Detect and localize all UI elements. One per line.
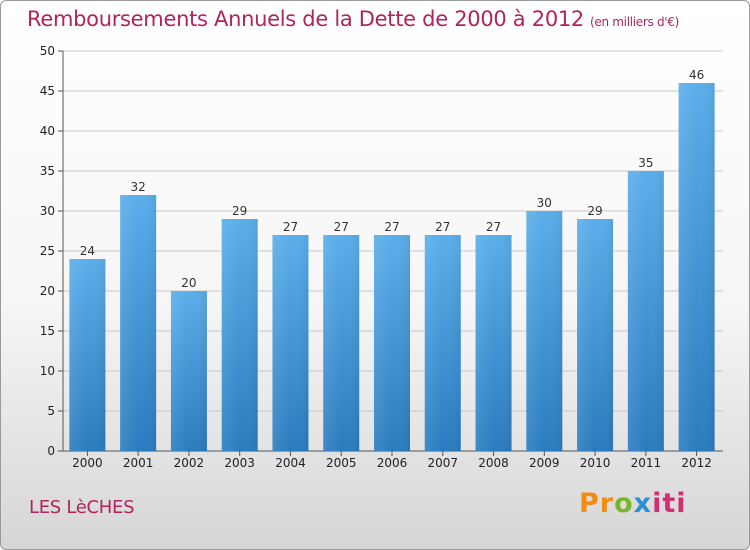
x-tick-label-2004: 2004 (275, 456, 306, 470)
bar-shine-2004 (272, 235, 309, 451)
y-tick-label: 15 (40, 324, 55, 338)
bar-shine-2005 (323, 235, 360, 451)
chart-title: Remboursements Annuels de la Dette de 20… (27, 7, 679, 31)
y-tick-label: 35 (40, 164, 55, 178)
y-tick-label: 45 (40, 84, 55, 98)
bar-shine-2000 (69, 259, 106, 451)
value-label-2000: 24 (80, 244, 95, 258)
x-tick-label-2007: 2007 (427, 456, 458, 470)
x-tick-label-2008: 2008 (478, 456, 509, 470)
labels: 0 5 10 15 20 25 30 35 40 45 50 24 2000 32 2001 20 2002 29… (40, 44, 712, 470)
x-tick-label-2001: 2001 (123, 456, 154, 470)
y-tick-label: 20 (40, 284, 55, 298)
x-tick-label-2006: 2006 (377, 456, 408, 470)
x-tick-label-2010: 2010 (580, 456, 611, 470)
value-label-2002: 20 (181, 276, 196, 290)
y-tick-label: 10 (40, 364, 55, 378)
value-label-2005: 27 (334, 220, 349, 234)
y-tick-label: 40 (40, 124, 55, 138)
x-tick-label-2012: 2012 (681, 456, 712, 470)
logo-part-3: x (633, 488, 653, 519)
commune-name: LES LèCHES (29, 497, 135, 518)
x-tick-label-2000: 2000 (72, 456, 103, 470)
logo-part-1: Pr (579, 488, 615, 519)
bar-shine-2001 (120, 195, 157, 451)
y-tick-label: 0 (47, 444, 55, 458)
value-label-2010: 29 (587, 204, 602, 218)
logo-part-2: o (614, 488, 634, 519)
value-label-2009: 30 (537, 196, 552, 210)
bar-shine-2003 (221, 219, 258, 451)
y-tick-label: 50 (40, 44, 55, 58)
value-label-2012: 46 (689, 68, 704, 82)
logo-part-4: iti (652, 488, 687, 519)
y-tick-label: 5 (47, 404, 55, 418)
value-label-2003: 29 (232, 204, 247, 218)
bar-shine-2010 (577, 219, 614, 451)
bar-shine-2009 (526, 211, 563, 451)
chart-title-text: Remboursements Annuels de la Dette de 20… (27, 7, 584, 31)
bar-shine-2011 (627, 171, 664, 451)
bar-shine-2008 (475, 235, 512, 451)
value-label-2004: 27 (283, 220, 298, 234)
bar-shine-2006 (374, 235, 410, 451)
x-tick-label-2009: 2009 (529, 456, 560, 470)
x-tick-label-2003: 2003 (224, 456, 255, 470)
value-label-2011: 35 (638, 156, 653, 170)
value-label-2001: 32 (131, 180, 146, 194)
proxiti-logo: Proxiti (579, 488, 687, 519)
x-tick-label-2002: 2002 (174, 456, 205, 470)
x-tick-label-2011: 2011 (631, 456, 662, 470)
value-label-2008: 27 (486, 220, 501, 234)
value-label-2006: 27 (384, 220, 399, 234)
value-label-2007: 27 (435, 220, 450, 234)
bar-shine-2012 (678, 83, 715, 451)
bars (69, 83, 715, 451)
y-tick-label: 25 (40, 244, 55, 258)
bar-shine-2007 (424, 235, 461, 451)
x-tick-label-2005: 2005 (326, 456, 357, 470)
y-tick-label: 30 (40, 204, 55, 218)
chart-subtitle: (en milliers d'€) (590, 15, 680, 29)
bar-shine-2002 (170, 291, 207, 451)
